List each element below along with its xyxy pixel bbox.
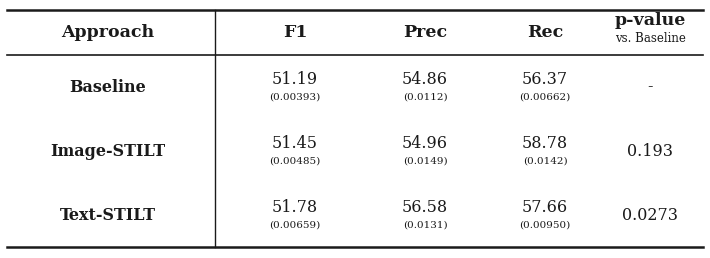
Text: 57.66: 57.66	[522, 198, 568, 215]
Text: Baseline: Baseline	[70, 78, 146, 95]
Text: Prec: Prec	[403, 24, 447, 41]
Text: vs. Baseline: vs. Baseline	[615, 32, 685, 45]
Text: 51.78: 51.78	[272, 198, 318, 215]
Text: Rec: Rec	[527, 24, 563, 41]
Text: Approach: Approach	[62, 24, 155, 41]
Text: -: -	[648, 78, 652, 95]
Text: (0.00485): (0.00485)	[269, 157, 321, 165]
Text: (0.00662): (0.00662)	[520, 93, 571, 101]
Text: 56.37: 56.37	[522, 70, 568, 87]
Text: 56.58: 56.58	[402, 198, 448, 215]
Text: F1: F1	[283, 24, 307, 41]
Text: 0.193: 0.193	[627, 142, 673, 159]
Text: 54.96: 54.96	[402, 134, 448, 151]
Text: (0.00393): (0.00393)	[269, 93, 321, 101]
Text: (0.0142): (0.0142)	[523, 157, 567, 165]
Text: (0.0131): (0.0131)	[403, 221, 447, 230]
Text: 51.19: 51.19	[272, 70, 318, 87]
Text: 51.45: 51.45	[272, 134, 318, 151]
Text: Text-STILT: Text-STILT	[60, 206, 156, 223]
Text: (0.0112): (0.0112)	[403, 93, 447, 101]
Text: 58.78: 58.78	[522, 134, 568, 151]
Text: 54.86: 54.86	[402, 70, 448, 87]
Text: (0.00659): (0.00659)	[269, 221, 321, 230]
Text: (0.0149): (0.0149)	[403, 157, 447, 165]
Text: (0.00950): (0.00950)	[520, 221, 571, 230]
Text: 0.0273: 0.0273	[622, 206, 678, 223]
Text: p-value: p-value	[614, 12, 686, 29]
Text: Image-STILT: Image-STILT	[50, 142, 165, 159]
